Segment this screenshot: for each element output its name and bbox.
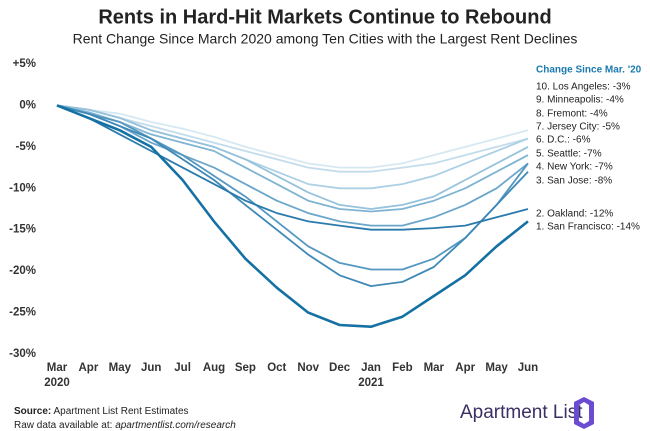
series-line <box>56 104 529 213</box>
legend-label: 6. D.C.: -6% <box>536 135 591 146</box>
y-tick-label: -25% <box>9 307 36 319</box>
series-line <box>56 104 529 231</box>
raw-label: Raw data available at: <box>14 420 112 431</box>
x-tick-label: Mar <box>47 362 68 374</box>
x-tick-label: May <box>109 362 132 374</box>
raw-url: apartmentlist.com/research <box>115 420 236 431</box>
x-sublabel: 2020 <box>44 377 70 389</box>
series-line <box>56 104 529 173</box>
legend-label: 7. Jersey City: -5% <box>536 122 620 133</box>
legend-label: 10. Los Angeles: -3% <box>536 82 631 93</box>
y-tick-label: -30% <box>9 348 36 360</box>
legend-label: 9. Minneapolis: -4% <box>536 95 624 106</box>
raw-data: Raw data available at: apartmentlist.com… <box>14 420 236 431</box>
x-tick-label: May <box>485 362 508 374</box>
legend-label: 3. San Jose: -8% <box>536 176 612 187</box>
series-line <box>56 104 529 169</box>
y-tick-label: -10% <box>9 182 36 194</box>
chart-subtitle: Rent Change Since March 2020 among Ten C… <box>73 31 578 47</box>
legend-label: 8. Fremont: -4% <box>536 109 608 120</box>
x-tick-label: Apr <box>78 362 98 374</box>
logo: Apartment List <box>460 397 594 429</box>
x-tick-label: Feb <box>392 362 412 374</box>
x-tick-label: Jun <box>518 362 538 374</box>
x-sublabel: 2021 <box>358 377 384 389</box>
legend-title: Change Since Mar. '20 <box>536 65 642 76</box>
y-tick-label: -15% <box>9 224 36 236</box>
x-tick-label: Jan <box>361 362 381 374</box>
legend-label: 5. Seattle: -7% <box>536 149 602 160</box>
x-tick-label: Jul <box>174 362 191 374</box>
x-tick-label: Apr <box>455 362 475 374</box>
series-line <box>56 104 529 287</box>
legend-label: 4. New York: -7% <box>536 162 613 173</box>
y-tick-label: -5% <box>16 141 36 153</box>
x-tick-label: Oct <box>267 362 286 374</box>
source-text: Apartment List Rent Estimates <box>53 406 188 417</box>
x-tick-label: Sep <box>235 362 256 374</box>
logo-text: Apartment List <box>460 402 583 423</box>
x-tick-label: Nov <box>297 362 319 374</box>
source: Source: Apartment List Rent Estimates <box>14 406 189 417</box>
legend-label: 1. San Francisco: -14% <box>536 222 640 233</box>
x-tick-label: Aug <box>203 362 225 374</box>
x-tick-label: Mar <box>424 362 445 374</box>
y-tick-label: +5% <box>13 58 36 70</box>
series-line <box>56 104 529 328</box>
series-line <box>56 104 529 190</box>
y-tick-label: -20% <box>9 265 36 277</box>
legend-label: 2. Oakland: -12% <box>536 209 613 220</box>
series-line <box>56 104 529 210</box>
y-tick-label: 0% <box>19 99 36 111</box>
series-line <box>56 104 529 271</box>
logo-icon <box>574 397 594 429</box>
x-tick-label: Dec <box>329 362 351 374</box>
chart-title: Rents in Hard-Hit Markets Continue to Re… <box>98 6 551 28</box>
source-label: Source: <box>14 406 51 417</box>
series-line <box>56 104 529 227</box>
x-tick-label: Jun <box>141 362 161 374</box>
